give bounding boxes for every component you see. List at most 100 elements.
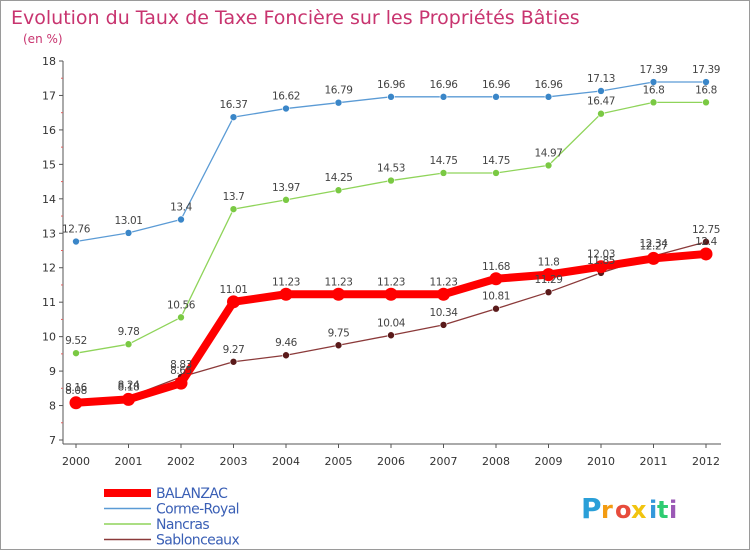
data-label-nancras: 13.7 <box>223 191 245 203</box>
data-label-corme-royal: 16.96 <box>377 79 406 91</box>
data-point-nancras <box>387 176 395 185</box>
data-label-sablonceaux: 11.85 <box>587 255 615 267</box>
data-point-balanzac <box>542 268 555 282</box>
data-point-nancras <box>334 186 343 195</box>
data-point-balanzac <box>489 272 503 286</box>
data-label-corme-royal: 16.96 <box>534 79 563 91</box>
y-tick-label: 18 <box>42 55 56 68</box>
data-label-nancras: 13.97 <box>272 182 300 194</box>
data-point-nancras <box>124 340 133 349</box>
axes: 7 8 9 10 11 12 13 14 15 16 17 18 2000 2001 2002 2003 200… <box>42 55 721 468</box>
data-label-balanzac: 11.23 <box>272 276 300 288</box>
data-label-corme-royal: 16.37 <box>219 99 247 111</box>
x-tick-label: 2011 <box>640 455 668 468</box>
legend-label-balanzac: BALANZAC <box>156 486 228 502</box>
data-point-corme-royal <box>439 93 448 101</box>
data-label-balanzac: 11.68 <box>482 261 510 273</box>
x-tick-label: 2007 <box>430 455 458 468</box>
data-label-balanzac: 8.08 <box>65 385 87 397</box>
data-label-corme-royal: 13.4 <box>170 201 192 213</box>
data-point-balanzac <box>437 287 450 301</box>
data-label-nancras: 16.8 <box>643 84 665 96</box>
y-tick-label: 10 <box>42 331 56 344</box>
y-tick-label: 7 <box>49 434 56 447</box>
x-tick-label: 2010 <box>587 455 615 468</box>
legend-label-nancras: Nancras <box>156 517 209 533</box>
data-label-balanzac: 11.8 <box>538 257 560 269</box>
data-label-sablonceaux: 10.04 <box>377 317 406 329</box>
data-label-corme-royal: 13.01 <box>114 215 142 227</box>
chart-subtitle: (en %) <box>23 32 63 46</box>
data-label-corme-royal: 16.79 <box>324 85 352 97</box>
data-label-balanzac: 12.27 <box>639 240 667 252</box>
data-point-nancras <box>177 313 185 322</box>
data-label-nancras: 14.75 <box>482 155 510 167</box>
data-label-sablonceaux: 9.75 <box>328 327 350 339</box>
data-label-sablonceaux: 9.27 <box>223 344 245 356</box>
data-point-corme-royal <box>334 98 343 107</box>
data-point-sablonceaux <box>282 351 290 360</box>
data-label-sablonceaux: 12.75 <box>692 224 720 236</box>
x-tick-label: 2006 <box>377 455 405 468</box>
data-point-corme-royal <box>229 113 238 121</box>
data-point-nancras <box>229 205 238 213</box>
legend-label-corme-royal: Corme-Royal <box>156 502 239 518</box>
y-tick-label: 16 <box>42 124 56 137</box>
y-tick-label: 9 <box>49 365 56 378</box>
x-tick-label: 2003 <box>220 455 248 468</box>
data-point-nancras <box>439 169 448 177</box>
data-point-balanzac <box>174 376 188 390</box>
data-point-sablonceaux <box>544 288 553 296</box>
legend-label-sablonceaux: Sablonceaux <box>156 533 239 549</box>
x-tick-label: 2001 <box>115 455 143 468</box>
data-point-corme-royal <box>124 229 133 237</box>
data-label-sablonceaux: 8.83 <box>170 359 192 371</box>
data-label-balanzac: 12.03 <box>587 249 615 261</box>
data-label-sablonceaux: 9.46 <box>275 337 297 349</box>
data-point-balanzac <box>122 392 135 406</box>
data-label-nancras: 10.56 <box>167 299 196 311</box>
logo-letter: i <box>649 496 657 524</box>
x-tick-label: 2012 <box>692 455 720 468</box>
data-label-nancras: 9.78 <box>118 326 140 338</box>
data-label-corme-royal: 16.62 <box>272 91 300 103</box>
logo-letter: r <box>601 496 613 524</box>
data-point-nancras <box>492 169 500 177</box>
y-tick-label: 14 <box>42 193 56 206</box>
data-label-nancras: 16.47 <box>587 96 615 108</box>
chart-title: Evolution du Taux de Taxe Foncière sur l… <box>11 7 580 29</box>
logo-letter: P <box>581 492 602 525</box>
data-point-corme-royal <box>72 237 80 246</box>
data-label-nancras: 14.25 <box>324 172 352 184</box>
data-point-balanzac <box>699 247 713 261</box>
data-labels: 12.76 13.01 13.4 16.37 16.62 16.79 16.96 16.96 1… <box>62 64 720 397</box>
data-point-balanzac <box>279 287 293 301</box>
data-point-nancras <box>702 98 710 107</box>
data-point-balanzac <box>594 260 608 274</box>
data-point-corme-royal <box>702 78 710 86</box>
y-tick-label: 11 <box>42 296 56 309</box>
x-tick-label: 2004 <box>272 455 300 468</box>
data-point-corme-royal <box>544 93 553 101</box>
logo-letter: t <box>657 496 668 524</box>
data-point-corme-royal <box>597 87 605 95</box>
data-label-nancras: 16.8 <box>695 84 717 96</box>
data-label-balanzac: 11.23 <box>377 276 405 288</box>
data-label-sablonceaux: 11.29 <box>534 274 562 286</box>
data-point-nancras <box>597 109 605 118</box>
x-tick-label: 2002 <box>167 455 195 468</box>
data-label-corme-royal: 16.96 <box>429 79 458 91</box>
logo-letter: o <box>615 496 632 524</box>
logo-letter: x <box>631 496 647 524</box>
data-label-sablonceaux: 10.81 <box>482 291 510 303</box>
data-point-nancras <box>649 98 658 107</box>
data-point-sablonceaux <box>229 357 238 366</box>
data-label-corme-royal: 12.76 <box>62 224 91 236</box>
data-label-nancras: 14.97 <box>534 147 562 159</box>
series-lines <box>69 78 713 410</box>
data-point-sablonceaux <box>334 341 343 350</box>
